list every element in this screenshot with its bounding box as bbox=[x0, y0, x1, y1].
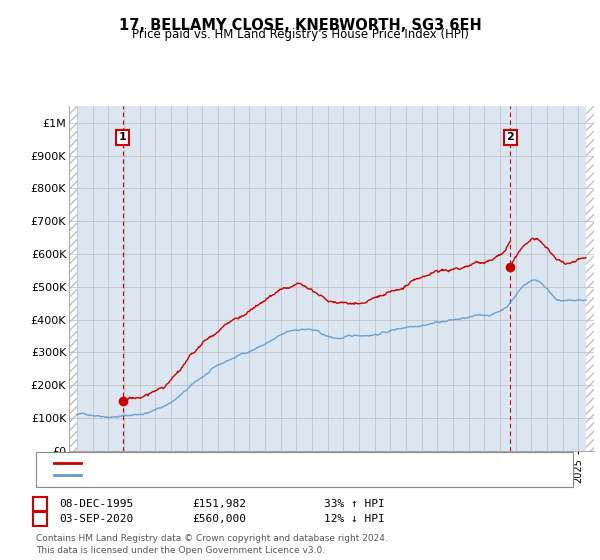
Text: 2: 2 bbox=[37, 514, 44, 524]
Text: Price paid vs. HM Land Registry's House Price Index (HPI): Price paid vs. HM Land Registry's House … bbox=[131, 28, 469, 41]
Text: Contains HM Land Registry data © Crown copyright and database right 2024.
This d: Contains HM Land Registry data © Crown c… bbox=[36, 534, 388, 555]
Text: 33% ↑ HPI: 33% ↑ HPI bbox=[324, 499, 385, 509]
Text: 17, BELLAMY CLOSE, KNEBWORTH, SG3 6EH (detached house): 17, BELLAMY CLOSE, KNEBWORTH, SG3 6EH (d… bbox=[89, 458, 414, 468]
Text: HPI: Average price, detached house, North Hertfordshire: HPI: Average price, detached house, Nort… bbox=[89, 470, 383, 480]
Text: 2: 2 bbox=[506, 132, 514, 142]
Text: 12% ↓ HPI: 12% ↓ HPI bbox=[324, 514, 385, 524]
Text: 1: 1 bbox=[119, 132, 127, 142]
Text: 1: 1 bbox=[37, 499, 44, 509]
Text: 17, BELLAMY CLOSE, KNEBWORTH, SG3 6EH: 17, BELLAMY CLOSE, KNEBWORTH, SG3 6EH bbox=[119, 18, 481, 32]
Text: £151,982: £151,982 bbox=[192, 499, 246, 509]
Text: £560,000: £560,000 bbox=[192, 514, 246, 524]
Text: 08-DEC-1995: 08-DEC-1995 bbox=[59, 499, 133, 509]
Text: 03-SEP-2020: 03-SEP-2020 bbox=[59, 514, 133, 524]
